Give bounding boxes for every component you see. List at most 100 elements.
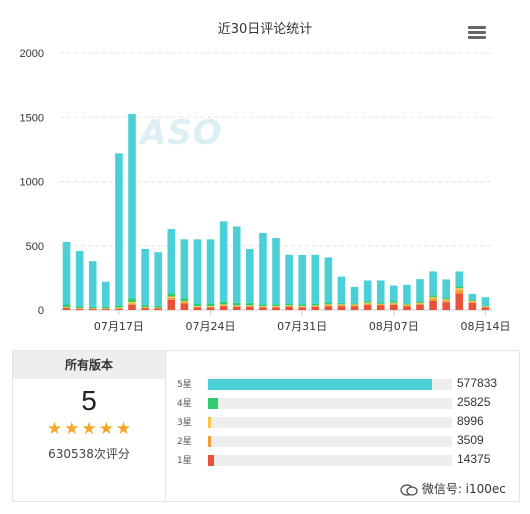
bar-segment[interactable] (272, 306, 280, 307)
bar-segment[interactable] (219, 301, 228, 305)
bar-segment[interactable] (141, 307, 149, 308)
bar-segment[interactable] (193, 307, 202, 310)
bar-segment[interactable] (167, 293, 176, 297)
bar-segment[interactable] (115, 307, 123, 309)
bar-segment[interactable] (403, 304, 411, 306)
bar-segment[interactable] (455, 271, 464, 287)
bar-segment[interactable] (272, 307, 280, 310)
bar-segment[interactable] (350, 286, 359, 304)
bar-segment[interactable] (259, 307, 267, 310)
bar-segment[interactable] (141, 307, 149, 309)
bar-segment[interactable] (363, 301, 372, 303)
bar-segment[interactable] (246, 306, 254, 307)
bar-segment[interactable] (455, 288, 464, 291)
bar-segment[interactable] (246, 306, 254, 310)
bar-segment[interactable] (481, 307, 490, 310)
bar-segment[interactable] (246, 248, 254, 303)
bar-segment[interactable] (219, 221, 228, 302)
bar-segment[interactable] (102, 308, 110, 310)
bar-segment[interactable] (102, 306, 110, 309)
bar-segment[interactable] (75, 306, 84, 308)
bar-segment[interactable] (429, 271, 437, 296)
bar-segment[interactable] (403, 303, 411, 305)
bar-segment[interactable] (311, 254, 320, 304)
bar-segment[interactable] (62, 307, 71, 309)
bar-segment[interactable] (416, 301, 424, 303)
bar-segment[interactable] (75, 308, 84, 310)
bar-segment[interactable] (390, 301, 398, 303)
bar-segment[interactable] (285, 305, 293, 307)
bar-segment[interactable] (246, 305, 254, 307)
bar-segment[interactable] (167, 296, 176, 298)
bar-segment[interactable] (429, 301, 437, 310)
bar-segment[interactable] (481, 306, 490, 308)
bar-segment[interactable] (324, 305, 333, 307)
bar-segment[interactable] (141, 305, 149, 308)
bar-segment[interactable] (350, 303, 359, 305)
bar-segment[interactable] (455, 286, 464, 289)
bar-segment[interactable] (337, 304, 346, 306)
bar-segment[interactable] (390, 302, 398, 304)
bar-segment[interactable] (62, 308, 71, 310)
bar-segment[interactable] (298, 304, 306, 307)
bar-segment[interactable] (272, 306, 280, 308)
bar-segment[interactable] (88, 308, 97, 310)
bar-segment[interactable] (285, 306, 293, 310)
bar-segment[interactable] (455, 293, 464, 310)
bar-segment[interactable] (311, 303, 320, 306)
bar-segment[interactable] (363, 303, 372, 305)
bar-segment[interactable] (219, 306, 228, 310)
bar-segment[interactable] (62, 304, 71, 308)
bar-segment[interactable] (128, 303, 136, 305)
bar-segment[interactable] (206, 307, 215, 310)
bar-segment[interactable] (219, 304, 228, 306)
bar-segment[interactable] (154, 252, 162, 306)
bar-segment[interactable] (468, 293, 477, 300)
bar-segment[interactable] (180, 301, 189, 303)
bar-segment[interactable] (206, 303, 215, 307)
bar-segment[interactable] (285, 254, 293, 304)
bar-segment[interactable] (324, 306, 333, 310)
bar-segment[interactable] (403, 306, 411, 310)
bar-segment[interactable] (468, 299, 477, 301)
bar-segment[interactable] (259, 306, 267, 307)
bar-segment[interactable] (115, 305, 123, 308)
bar-segment[interactable] (180, 302, 189, 304)
bar-segment[interactable] (272, 238, 280, 305)
bar-segment[interactable] (390, 285, 398, 302)
bar-segment[interactable] (285, 303, 293, 306)
bar-segment[interactable] (115, 153, 123, 306)
bar-segment[interactable] (232, 306, 241, 307)
bar-segment[interactable] (88, 261, 97, 307)
bar-segment[interactable] (311, 306, 320, 310)
version-header[interactable]: 所有版本 (13, 351, 165, 379)
bar-segment[interactable] (141, 248, 149, 306)
bar-segment[interactable] (298, 306, 306, 307)
bar-segment[interactable] (481, 297, 490, 306)
bar-segment[interactable] (193, 303, 202, 307)
bar-segment[interactable] (481, 305, 490, 307)
bar-segment[interactable] (403, 284, 411, 304)
bar-segment[interactable] (193, 239, 202, 304)
bar-segment[interactable] (442, 302, 450, 310)
bar-segment[interactable] (167, 229, 176, 294)
bar-segment[interactable] (416, 304, 424, 310)
bar-segment[interactable] (429, 295, 437, 298)
bar-segment[interactable] (154, 308, 162, 310)
bar-segment[interactable] (429, 298, 437, 302)
bar-segment[interactable] (376, 302, 385, 304)
bar-segment[interactable] (128, 113, 136, 299)
bar-segment[interactable] (180, 303, 189, 310)
bar-segment[interactable] (337, 276, 346, 303)
bar-segment[interactable] (311, 305, 320, 307)
bar-segment[interactable] (376, 303, 385, 305)
bar-segment[interactable] (442, 279, 450, 299)
bar-segment[interactable] (232, 302, 241, 306)
bar-segment[interactable] (363, 302, 372, 304)
bar-segment[interactable] (193, 306, 202, 307)
bar-segment[interactable] (324, 302, 333, 305)
bar-segment[interactable] (298, 306, 306, 308)
bar-segment[interactable] (62, 241, 71, 305)
bar-segment[interactable] (167, 299, 176, 310)
bar-segment[interactable] (180, 239, 189, 299)
